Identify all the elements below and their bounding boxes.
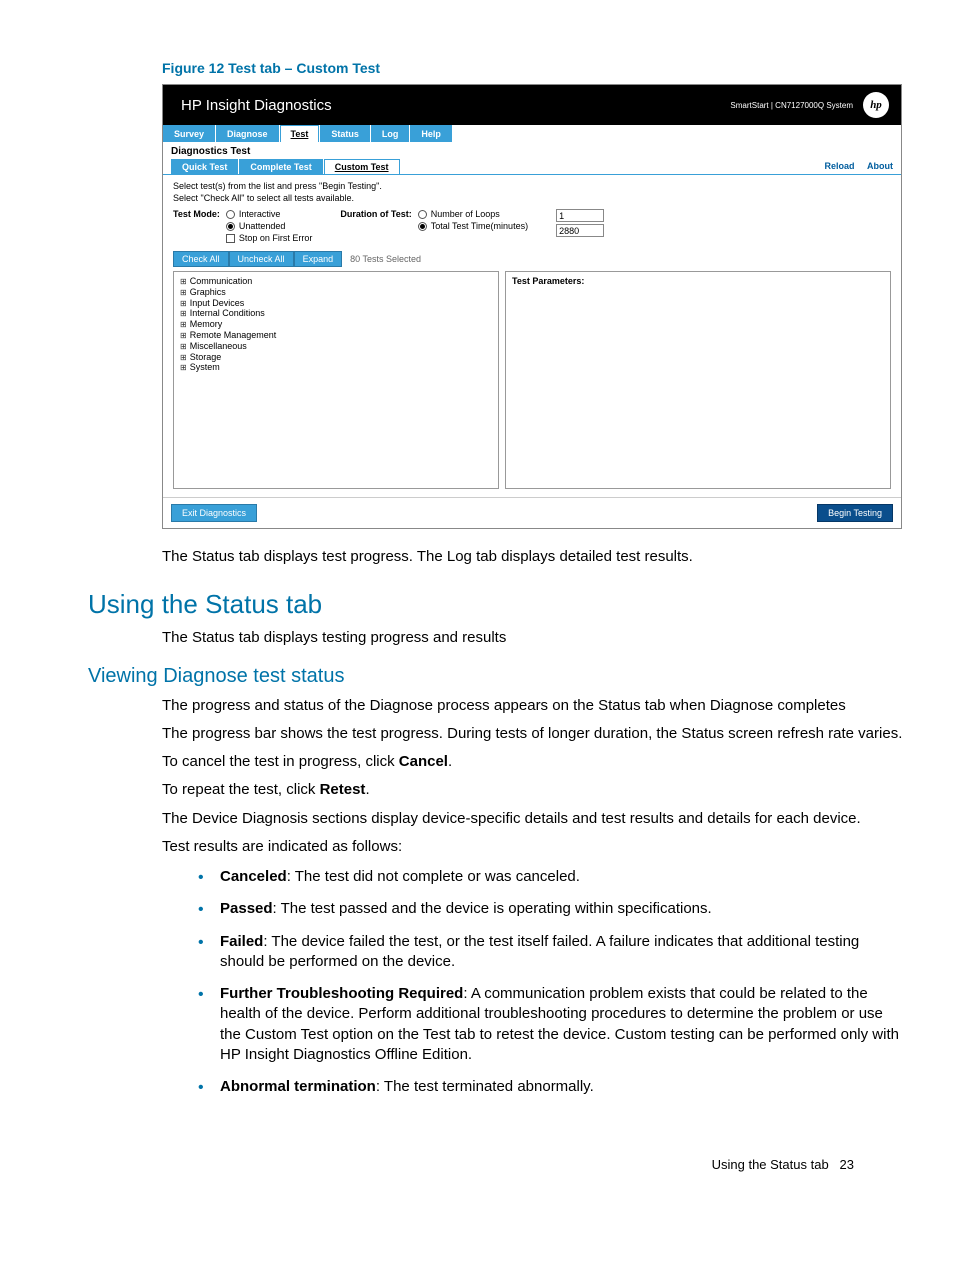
tab-status[interactable]: Status — [320, 125, 370, 142]
status-intro: The Status tab displays testing progress… — [162, 628, 904, 648]
tests-selected-label: 80 Tests Selected — [350, 254, 421, 264]
bullet-canceled: Canceled: The test did not complete or w… — [180, 867, 904, 887]
bullet-failed: Failed: The device failed the test, or t… — [180, 932, 904, 973]
results-list: Canceled: The test did not complete or w… — [180, 867, 904, 1097]
begin-testing-button[interactable]: Begin Testing — [817, 504, 893, 522]
tree-remote-management[interactable]: Remote Management — [180, 330, 492, 341]
heading-using-status-tab: Using the Status tab — [88, 589, 904, 620]
test-tree-panel[interactable]: Communication Graphics Input Devices Int… — [173, 271, 499, 489]
test-mode-label: Test Mode: — [173, 209, 220, 219]
radio-unattended[interactable] — [226, 222, 235, 231]
check-all-button[interactable]: Check All — [173, 251, 229, 267]
para-5: The Device Diagnosis sections display de… — [162, 809, 904, 829]
tree-memory[interactable]: Memory — [180, 319, 492, 330]
system-label: SmartStart | CN7127000Q System — [730, 101, 853, 110]
instruction-1: Select test(s) from the list and press "… — [173, 181, 891, 191]
bullet-abnormal: Abnormal termination: The test terminate… — [180, 1077, 904, 1097]
tree-toolbar: Check All Uncheck All Expand 80 Tests Se… — [173, 251, 891, 267]
radio-loops-label: Number of Loops — [431, 209, 500, 219]
loops-input[interactable] — [556, 209, 604, 222]
radio-interactive[interactable] — [226, 210, 235, 219]
heading-viewing-diagnose: Viewing Diagnose test status — [88, 665, 904, 688]
checkbox-stop-first[interactable] — [226, 234, 235, 243]
exit-diagnostics-button[interactable]: Exit Diagnostics — [171, 504, 257, 522]
tree-miscellaneous[interactable]: Miscellaneous — [180, 341, 492, 352]
hp-logo-icon: hp — [863, 92, 889, 118]
uncheck-all-button[interactable]: Uncheck All — [229, 251, 294, 267]
radio-unattended-label: Unattended — [239, 221, 286, 231]
time-input[interactable] — [556, 224, 604, 237]
tree-communication[interactable]: Communication — [180, 276, 492, 287]
tree-system[interactable]: System — [180, 362, 492, 373]
test-parameters-panel: Test Parameters: — [505, 271, 891, 489]
subtab-quick[interactable]: Quick Test — [171, 159, 238, 174]
tab-log[interactable]: Log — [371, 125, 410, 142]
bullet-further: Further Troubleshooting Required: A comm… — [180, 984, 904, 1065]
radio-loops[interactable] — [418, 210, 427, 219]
about-link[interactable]: About — [867, 161, 893, 171]
post-figure-text: The Status tab displays test progress. T… — [162, 547, 902, 567]
radio-time[interactable] — [418, 222, 427, 231]
test-parameters-title: Test Parameters: — [512, 276, 884, 286]
tab-survey[interactable]: Survey — [163, 125, 215, 142]
radio-time-label: Total Test Time(minutes) — [431, 221, 528, 231]
subtab-custom[interactable]: Custom Test — [324, 159, 400, 174]
checkbox-stop-first-label: Stop on First Error — [239, 233, 313, 243]
radio-interactive-label: Interactive — [239, 209, 281, 219]
app-header: HP Insight Diagnostics SmartStart | CN71… — [163, 85, 901, 125]
screenshot-container: HP Insight Diagnostics SmartStart | CN71… — [162, 84, 902, 529]
duration-label: Duration of Test: — [340, 209, 411, 219]
app-title: HP Insight Diagnostics — [181, 97, 332, 114]
expand-button[interactable]: Expand — [294, 251, 343, 267]
para-retest: To repeat the test, click Retest. — [162, 780, 904, 800]
sub-tabs: Quick Test Complete Test Custom Test Rel… — [163, 159, 901, 175]
test-mode-section: Test Mode: Interactive Unattended Stop o… — [173, 209, 891, 243]
instruction-2: Select "Check All" to select all tests a… — [173, 193, 891, 203]
diagnostics-test-title: Diagnostics Test — [163, 142, 901, 159]
tab-diagnose[interactable]: Diagnose — [216, 125, 279, 142]
tree-internal-conditions[interactable]: Internal Conditions — [180, 308, 492, 319]
tree-input-devices[interactable]: Input Devices — [180, 298, 492, 309]
subtab-complete[interactable]: Complete Test — [239, 159, 322, 174]
figure-caption: Figure 12 Test tab – Custom Test — [162, 60, 904, 76]
para-6: Test results are indicated as follows: — [162, 837, 904, 857]
tree-graphics[interactable]: Graphics — [180, 287, 492, 298]
para-1: The progress and status of the Diagnose … — [162, 696, 904, 716]
tree-storage[interactable]: Storage — [180, 352, 492, 363]
main-tabs: Survey Diagnose Test Status Log Help — [163, 125, 901, 142]
reload-link[interactable]: Reload — [824, 161, 854, 171]
page-footer: Using the Status tab 23 — [50, 1157, 854, 1172]
para-cancel: To cancel the test in progress, click Ca… — [162, 752, 904, 772]
tab-test[interactable]: Test — [280, 125, 320, 142]
tab-help[interactable]: Help — [410, 125, 452, 142]
para-2: The progress bar shows the test progress… — [162, 724, 904, 744]
bullet-passed: Passed: The test passed and the device i… — [180, 899, 904, 919]
